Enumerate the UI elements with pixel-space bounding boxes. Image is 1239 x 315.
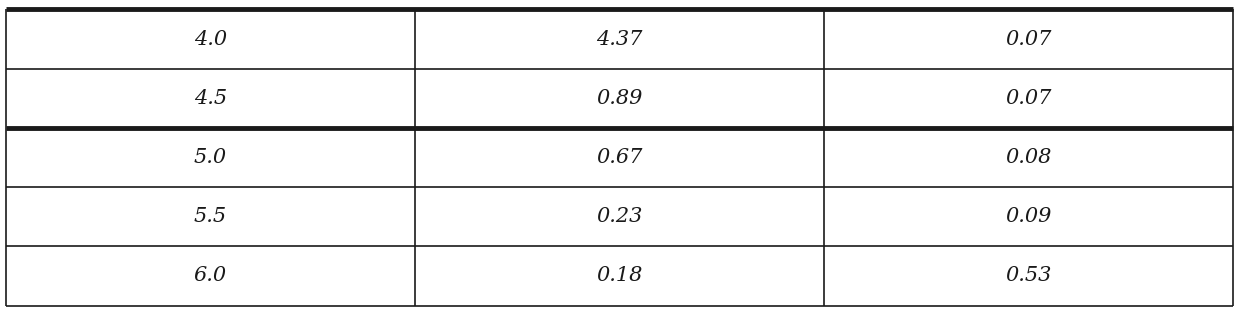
- Text: 0.53: 0.53: [1005, 266, 1052, 285]
- Text: 6.0: 6.0: [193, 266, 227, 285]
- Text: 0.07: 0.07: [1005, 89, 1052, 108]
- Text: 0.09: 0.09: [1005, 207, 1052, 226]
- Text: 0.67: 0.67: [596, 148, 643, 167]
- Text: 0.89: 0.89: [596, 89, 643, 108]
- Text: 4.37: 4.37: [596, 30, 643, 49]
- Text: 4.0: 4.0: [193, 30, 227, 49]
- Text: 4.5: 4.5: [193, 89, 227, 108]
- Text: 0.08: 0.08: [1005, 148, 1052, 167]
- Text: 0.18: 0.18: [596, 266, 643, 285]
- Text: 5.5: 5.5: [193, 207, 227, 226]
- Text: 0.07: 0.07: [1005, 30, 1052, 49]
- Text: 5.0: 5.0: [193, 148, 227, 167]
- Text: 0.23: 0.23: [596, 207, 643, 226]
